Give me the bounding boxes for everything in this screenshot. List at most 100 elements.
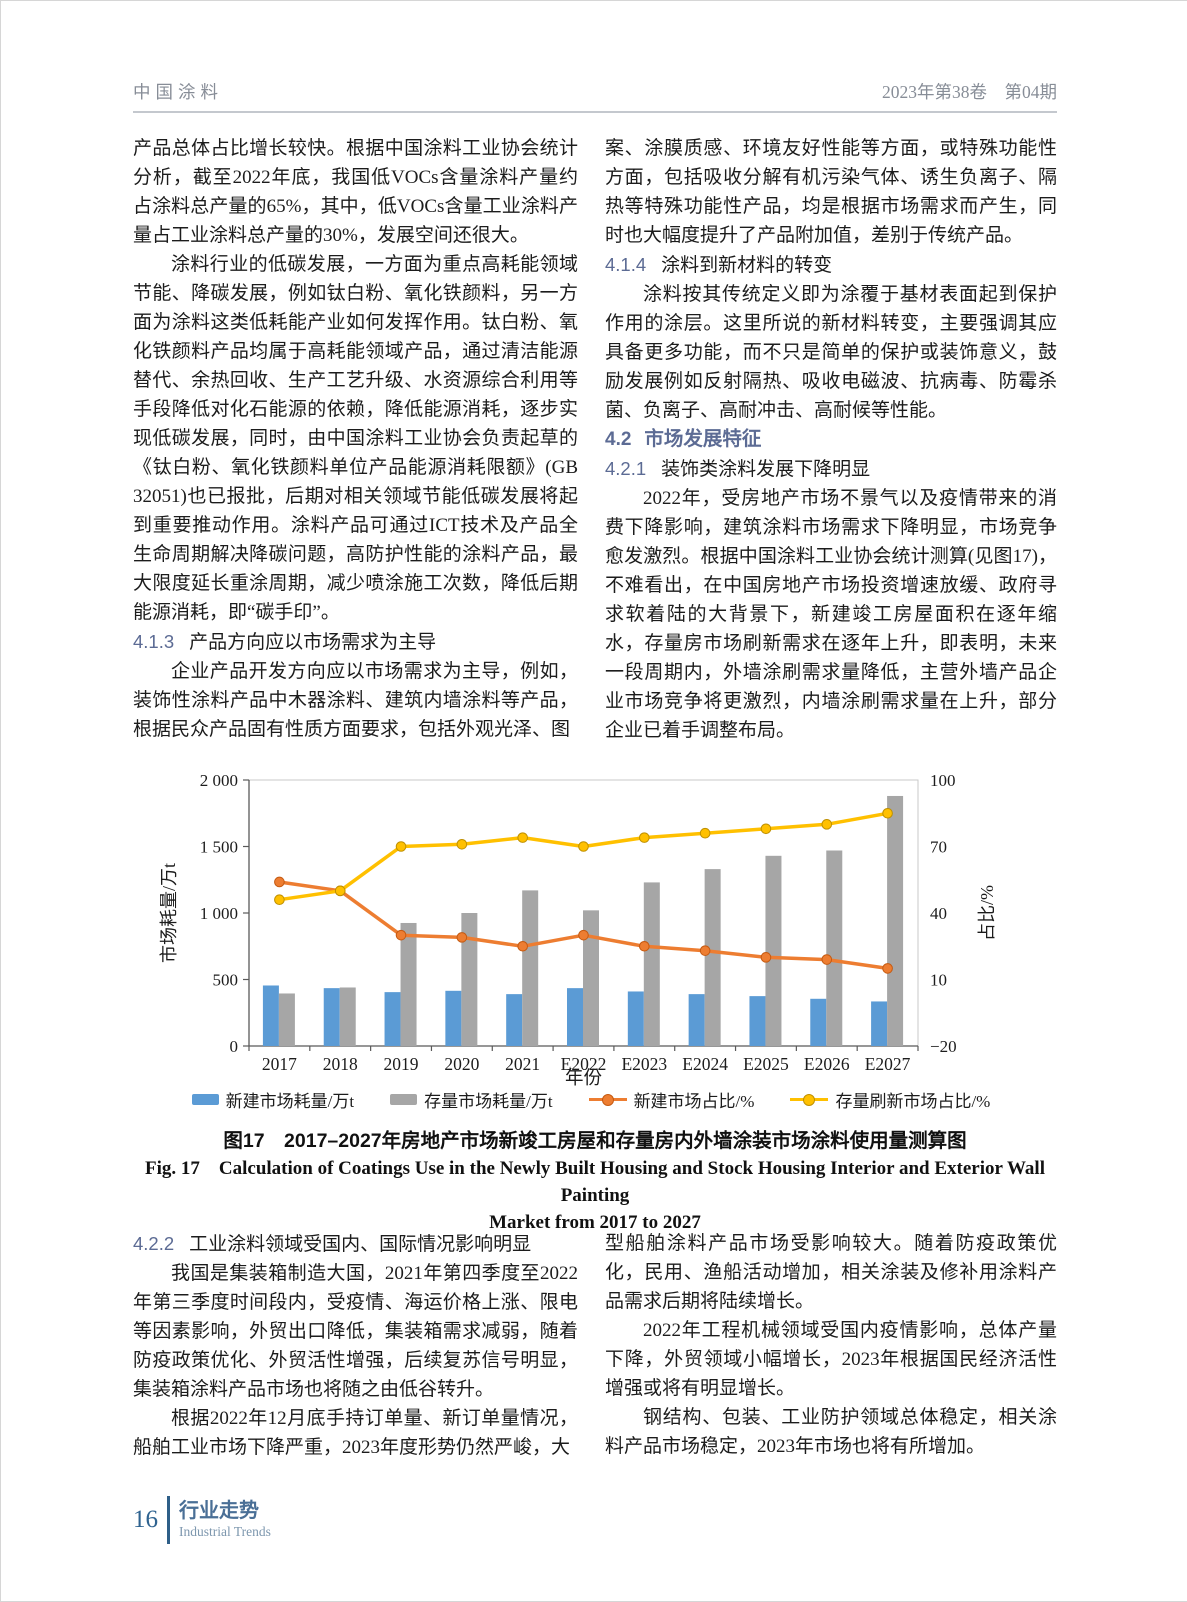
marker-2020 xyxy=(456,838,468,850)
bar-E2027 xyxy=(887,795,904,1046)
marker-E2023 xyxy=(639,940,650,952)
column-top-left: 产品总体占比增长较快。根据中国涂料工业协会统计分析，截至2022年底，我国低VO… xyxy=(133,134,578,744)
orange-line-swatch-icon xyxy=(588,1093,627,1106)
right-tick-label: 70 xyxy=(930,838,947,857)
marker-2017 xyxy=(274,876,285,888)
x-tick-label: 2018 xyxy=(323,1054,358,1074)
bar-E2027 xyxy=(871,1001,888,1046)
paragraph: 产品总体占比增长较快。根据中国涂料工业协会统计分析，截至2022年底，我国低VO… xyxy=(133,138,578,246)
paragraph: 企业产品开发方向应以市场需求为主导，例如，装饰性涂料产品中木器涂料、建筑内墙涂料… xyxy=(133,661,578,740)
column-top-right: 案、涂膜质感、环境友好性能等方面，或特殊功能性方面，包括吸收分解有机污染气体、诱… xyxy=(605,134,1057,745)
bar-E2023 xyxy=(643,882,660,1046)
x-tick-label: 2020 xyxy=(444,1054,479,1074)
new-market-bars xyxy=(262,985,888,1046)
paragraph: 涂料按其传统定义即为涂覆于基材表面起到保护作用的涂层。这里所说的新材料转变，主要… xyxy=(605,284,1057,421)
issue-info: 2023年第38卷 第04期 xyxy=(882,82,1057,102)
x-tick-label: E2027 xyxy=(865,1054,911,1074)
legend-item-new-market-volume: 新建市场耗量/万t xyxy=(191,1087,355,1112)
footer-section-en: Industrial Trends xyxy=(179,1524,271,1539)
section-title: 装饰类涂料发展下降明显 xyxy=(661,459,871,480)
section-heading: 4.2.2 工业涂料领域受国内、国际情况影响明显 xyxy=(133,1229,578,1259)
left-tick-label: 2 000 xyxy=(200,771,238,790)
legend-item-stock-market-volume: 存量市场耗量/万t xyxy=(390,1087,553,1112)
marker-2020 xyxy=(456,932,468,943)
right-tick-label: −20 xyxy=(930,1037,957,1056)
section-heading: 4.1.3 产品方向应以市场需求为主导 xyxy=(133,627,578,657)
column-bottom-left: 4.2.2 工业涂料领域受国内、国际情况影响明显 我国是集装箱制造大国，2021年第… xyxy=(133,1229,578,1462)
bar-E2026 xyxy=(810,998,827,1046)
paragraph: 型船舶涂料产品市场受影响较大。随着防疫政策优化，民用、渔船活动增加，相关涂装及修… xyxy=(605,1233,1057,1312)
x-tick-label: E2025 xyxy=(743,1054,789,1074)
bar-2020 xyxy=(461,913,478,1046)
bar-E2024 xyxy=(688,994,705,1046)
bar-2017 xyxy=(262,985,279,1046)
marker-E2025 xyxy=(760,952,772,963)
right-tick-label: 10 xyxy=(930,971,947,990)
bar-2019 xyxy=(384,992,401,1046)
bar-2018 xyxy=(339,987,356,1046)
marker-2021 xyxy=(517,832,528,843)
section-heading: 4.1.4 涂料到新材料的转变 xyxy=(605,250,1057,280)
x-tick-label: E2024 xyxy=(682,1054,728,1074)
marker-2021 xyxy=(517,940,528,952)
legend-label: 存量市场耗量/万t xyxy=(424,1092,553,1111)
yellow-marker-icon xyxy=(803,1093,816,1106)
left-tick-label: 1 500 xyxy=(200,838,238,857)
bar-E2025 xyxy=(749,996,766,1046)
left-axis-ticks: 0 500 1 000 1 500 2 000 xyxy=(200,771,249,1056)
left-tick-label: 0 xyxy=(230,1037,239,1056)
bar-2019 xyxy=(400,922,417,1046)
page-header: 中国涂料 2023年第38卷 第04期 xyxy=(133,79,1057,113)
x-tick-label: E2023 xyxy=(621,1054,667,1074)
right-tick-label: 40 xyxy=(930,904,947,923)
bar-E2022 xyxy=(567,988,583,1046)
legend-label: 新建市场耗量/万t xyxy=(225,1092,355,1111)
right-tick-label: 100 xyxy=(930,771,956,790)
bar-2021 xyxy=(522,890,539,1046)
marker-E2026 xyxy=(821,819,833,830)
page-number: 16 xyxy=(133,1506,158,1533)
x-axis-title: 年份 xyxy=(565,1068,602,1089)
gray-bar-swatch-icon xyxy=(390,1094,418,1105)
bar-2017 xyxy=(278,993,295,1046)
section-number: 4.2 xyxy=(605,429,632,450)
marker-E2024 xyxy=(699,827,711,839)
series-line xyxy=(279,811,888,902)
bar-E2023 xyxy=(627,991,644,1046)
marker-E2027 xyxy=(882,807,893,819)
bar-E2022 xyxy=(583,910,599,1046)
right-axis-title: 占比/% xyxy=(977,885,997,941)
bar-E2026 xyxy=(826,850,843,1046)
legend-item-stock-refresh-share: 存量刷新市场占比/% xyxy=(790,1087,990,1112)
section-title: 市场发展特征 xyxy=(644,428,762,450)
marker-2019 xyxy=(395,929,407,941)
marker-E2023 xyxy=(639,832,650,843)
journal-title: 中国涂料 xyxy=(133,82,223,102)
section-title: 涂料到新材料的转变 xyxy=(661,255,833,276)
legend-label: 新建市场占比/% xyxy=(633,1092,755,1111)
section-number: 4.2.2 xyxy=(133,1233,175,1254)
stock-refresh-share-line xyxy=(274,807,893,905)
bar-2020 xyxy=(445,990,462,1046)
marker-E2022 xyxy=(578,929,589,941)
marker-2018 xyxy=(334,885,346,897)
yellow-line-swatch-icon xyxy=(790,1093,829,1106)
figure-caption-en-line2: Market from 2017 to 2027 xyxy=(489,1212,701,1233)
section-number: 4.1.4 xyxy=(605,254,647,275)
paragraph: 根据2022年12月底手持订单量、新订单量情况，船舶工业市场下降严重，2023年… xyxy=(133,1408,578,1458)
right-axis-ticks: −20 10 40 70 100 xyxy=(930,771,957,1056)
marker-2017 xyxy=(274,894,285,905)
marker-E2025 xyxy=(760,823,772,835)
paragraph: 涂料行业的低碳发展，一方面为重点高耗能领域节能、降碳发展，例如钛白粉、氧化铁颜料… xyxy=(133,254,578,623)
page-footer: 16 行业走势 Industrial Trends xyxy=(133,1496,271,1544)
marker-E2022 xyxy=(578,841,589,852)
paragraph: 2022年工程机械领域受国内疫情影响，总体产量下降，外贸领域小幅增长，2023年… xyxy=(605,1320,1057,1399)
figure-caption: 图17 2017–2027年房地产市场新竣工房屋和存量房内外墙涂装市场涂料使用量… xyxy=(133,1127,1057,1236)
orange-marker-icon xyxy=(601,1093,614,1106)
bar-2018 xyxy=(323,988,340,1046)
x-axis-ticks: 2017 2018 2019 2020 2021 E2022 E2023 E2024 E2025… xyxy=(248,1046,919,1074)
section-heading: 4.2 市场发展特征 xyxy=(605,425,1057,454)
x-tick-label: E2026 xyxy=(804,1054,850,1074)
